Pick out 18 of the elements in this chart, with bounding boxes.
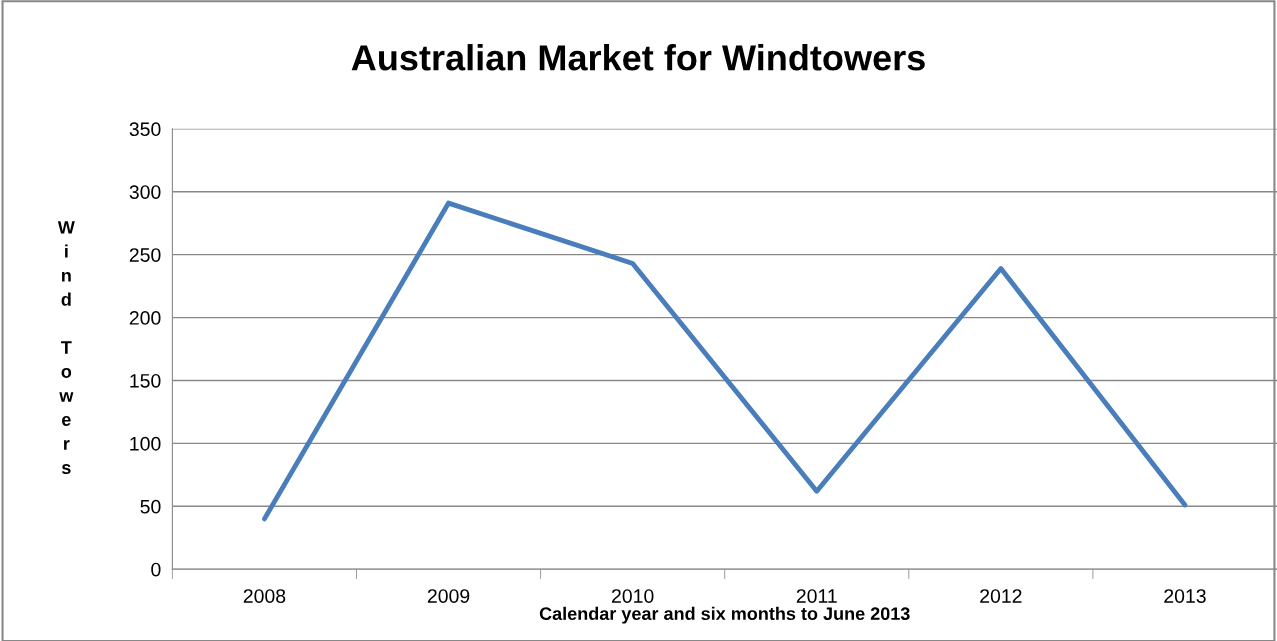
x-tick-label: 2012: [980, 589, 1022, 603]
y-tick-label: 250: [129, 248, 161, 262]
x-tick-label: 2013: [1164, 589, 1206, 603]
x-axis-title: Calendar year and six months to June 2013: [539, 606, 910, 624]
x-tick-label: 2009: [427, 589, 470, 603]
y-tick-label: 0: [151, 562, 161, 577]
y-tick-label: 50: [140, 499, 161, 514]
line-series: [262, 200, 1188, 522]
x-tick-label: 2011: [796, 589, 837, 603]
y-tick-label: 300: [129, 185, 161, 199]
text: Wind Towers: [57, 221, 75, 475]
y-tick-label: 200: [129, 311, 161, 325]
x-tick-label: 2010: [612, 589, 654, 603]
y-tick-label: 100: [130, 436, 161, 451]
y-tick-label: 350: [129, 122, 161, 137]
chart-title: Australian Market for Windtowers: [351, 44, 925, 71]
y-tick-label: 150: [130, 373, 161, 388]
x-tick-label: 2008: [243, 589, 286, 603]
